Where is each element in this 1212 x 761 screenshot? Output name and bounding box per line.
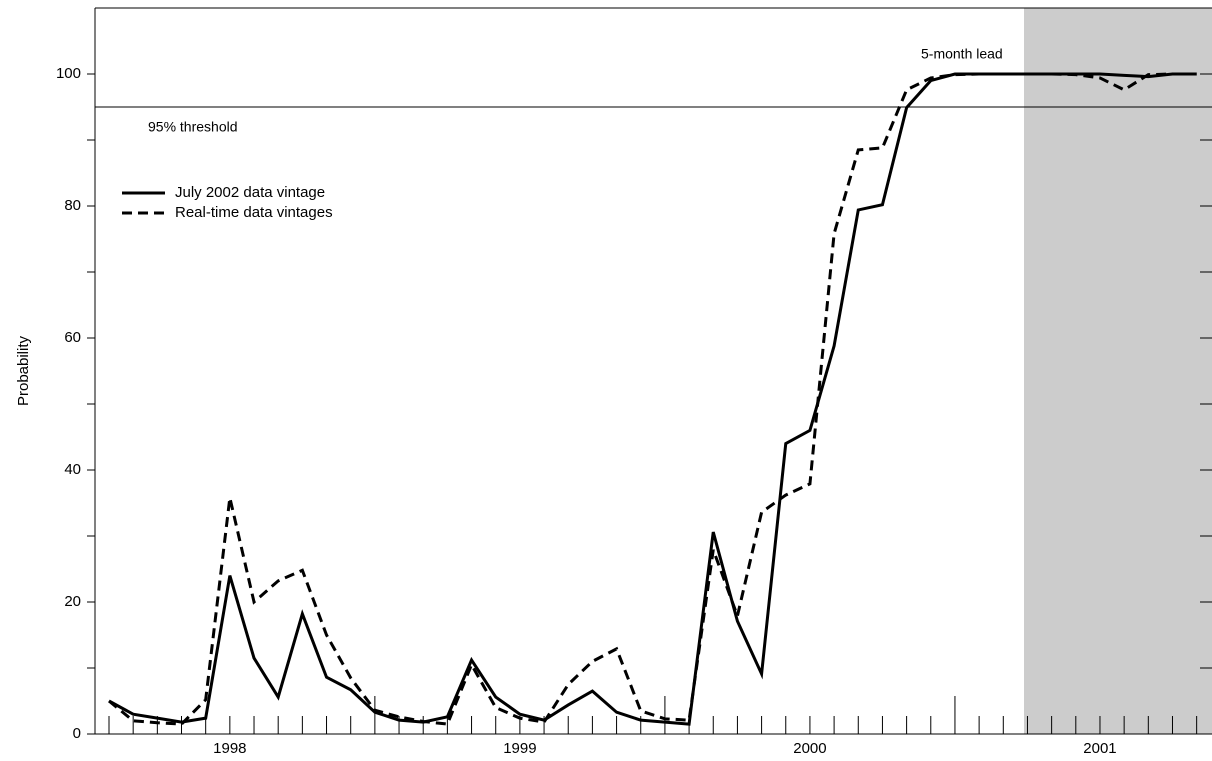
annotation: 95% threshold <box>148 119 238 135</box>
series-line <box>108 72 1197 726</box>
legend-label: July 2002 data vintage <box>175 184 325 201</box>
y-tick-label: 80 <box>64 197 81 214</box>
y-tick-label: 100 <box>56 65 81 82</box>
x-tick-label: 1999 <box>503 740 536 757</box>
y-tick-label: 0 <box>73 725 81 742</box>
x-tick-label: 1998 <box>213 740 246 757</box>
series-line <box>108 72 1197 726</box>
y-tick-label: 60 <box>64 329 81 346</box>
x-tick-label: 2000 <box>793 740 826 757</box>
y-tick-label: 20 <box>64 593 81 610</box>
y-axis-label: Probability <box>15 335 32 406</box>
y-tick-label: 40 <box>64 461 81 478</box>
legend-label: Real-time data vintages <box>175 204 333 221</box>
annotation: 5-month lead <box>921 46 1003 62</box>
x-tick-label: 2001 <box>1083 740 1116 757</box>
recession-shading <box>1024 8 1212 734</box>
